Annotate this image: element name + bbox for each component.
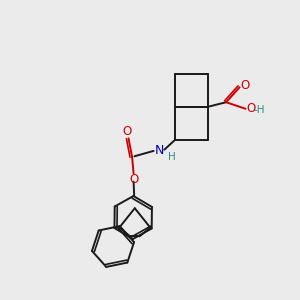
Text: -H: -H xyxy=(253,105,265,115)
Text: O: O xyxy=(246,102,256,115)
Text: O: O xyxy=(130,173,139,186)
Text: H: H xyxy=(168,152,176,163)
Text: N: N xyxy=(154,144,164,158)
Text: O: O xyxy=(240,79,250,92)
Text: O: O xyxy=(122,125,132,138)
